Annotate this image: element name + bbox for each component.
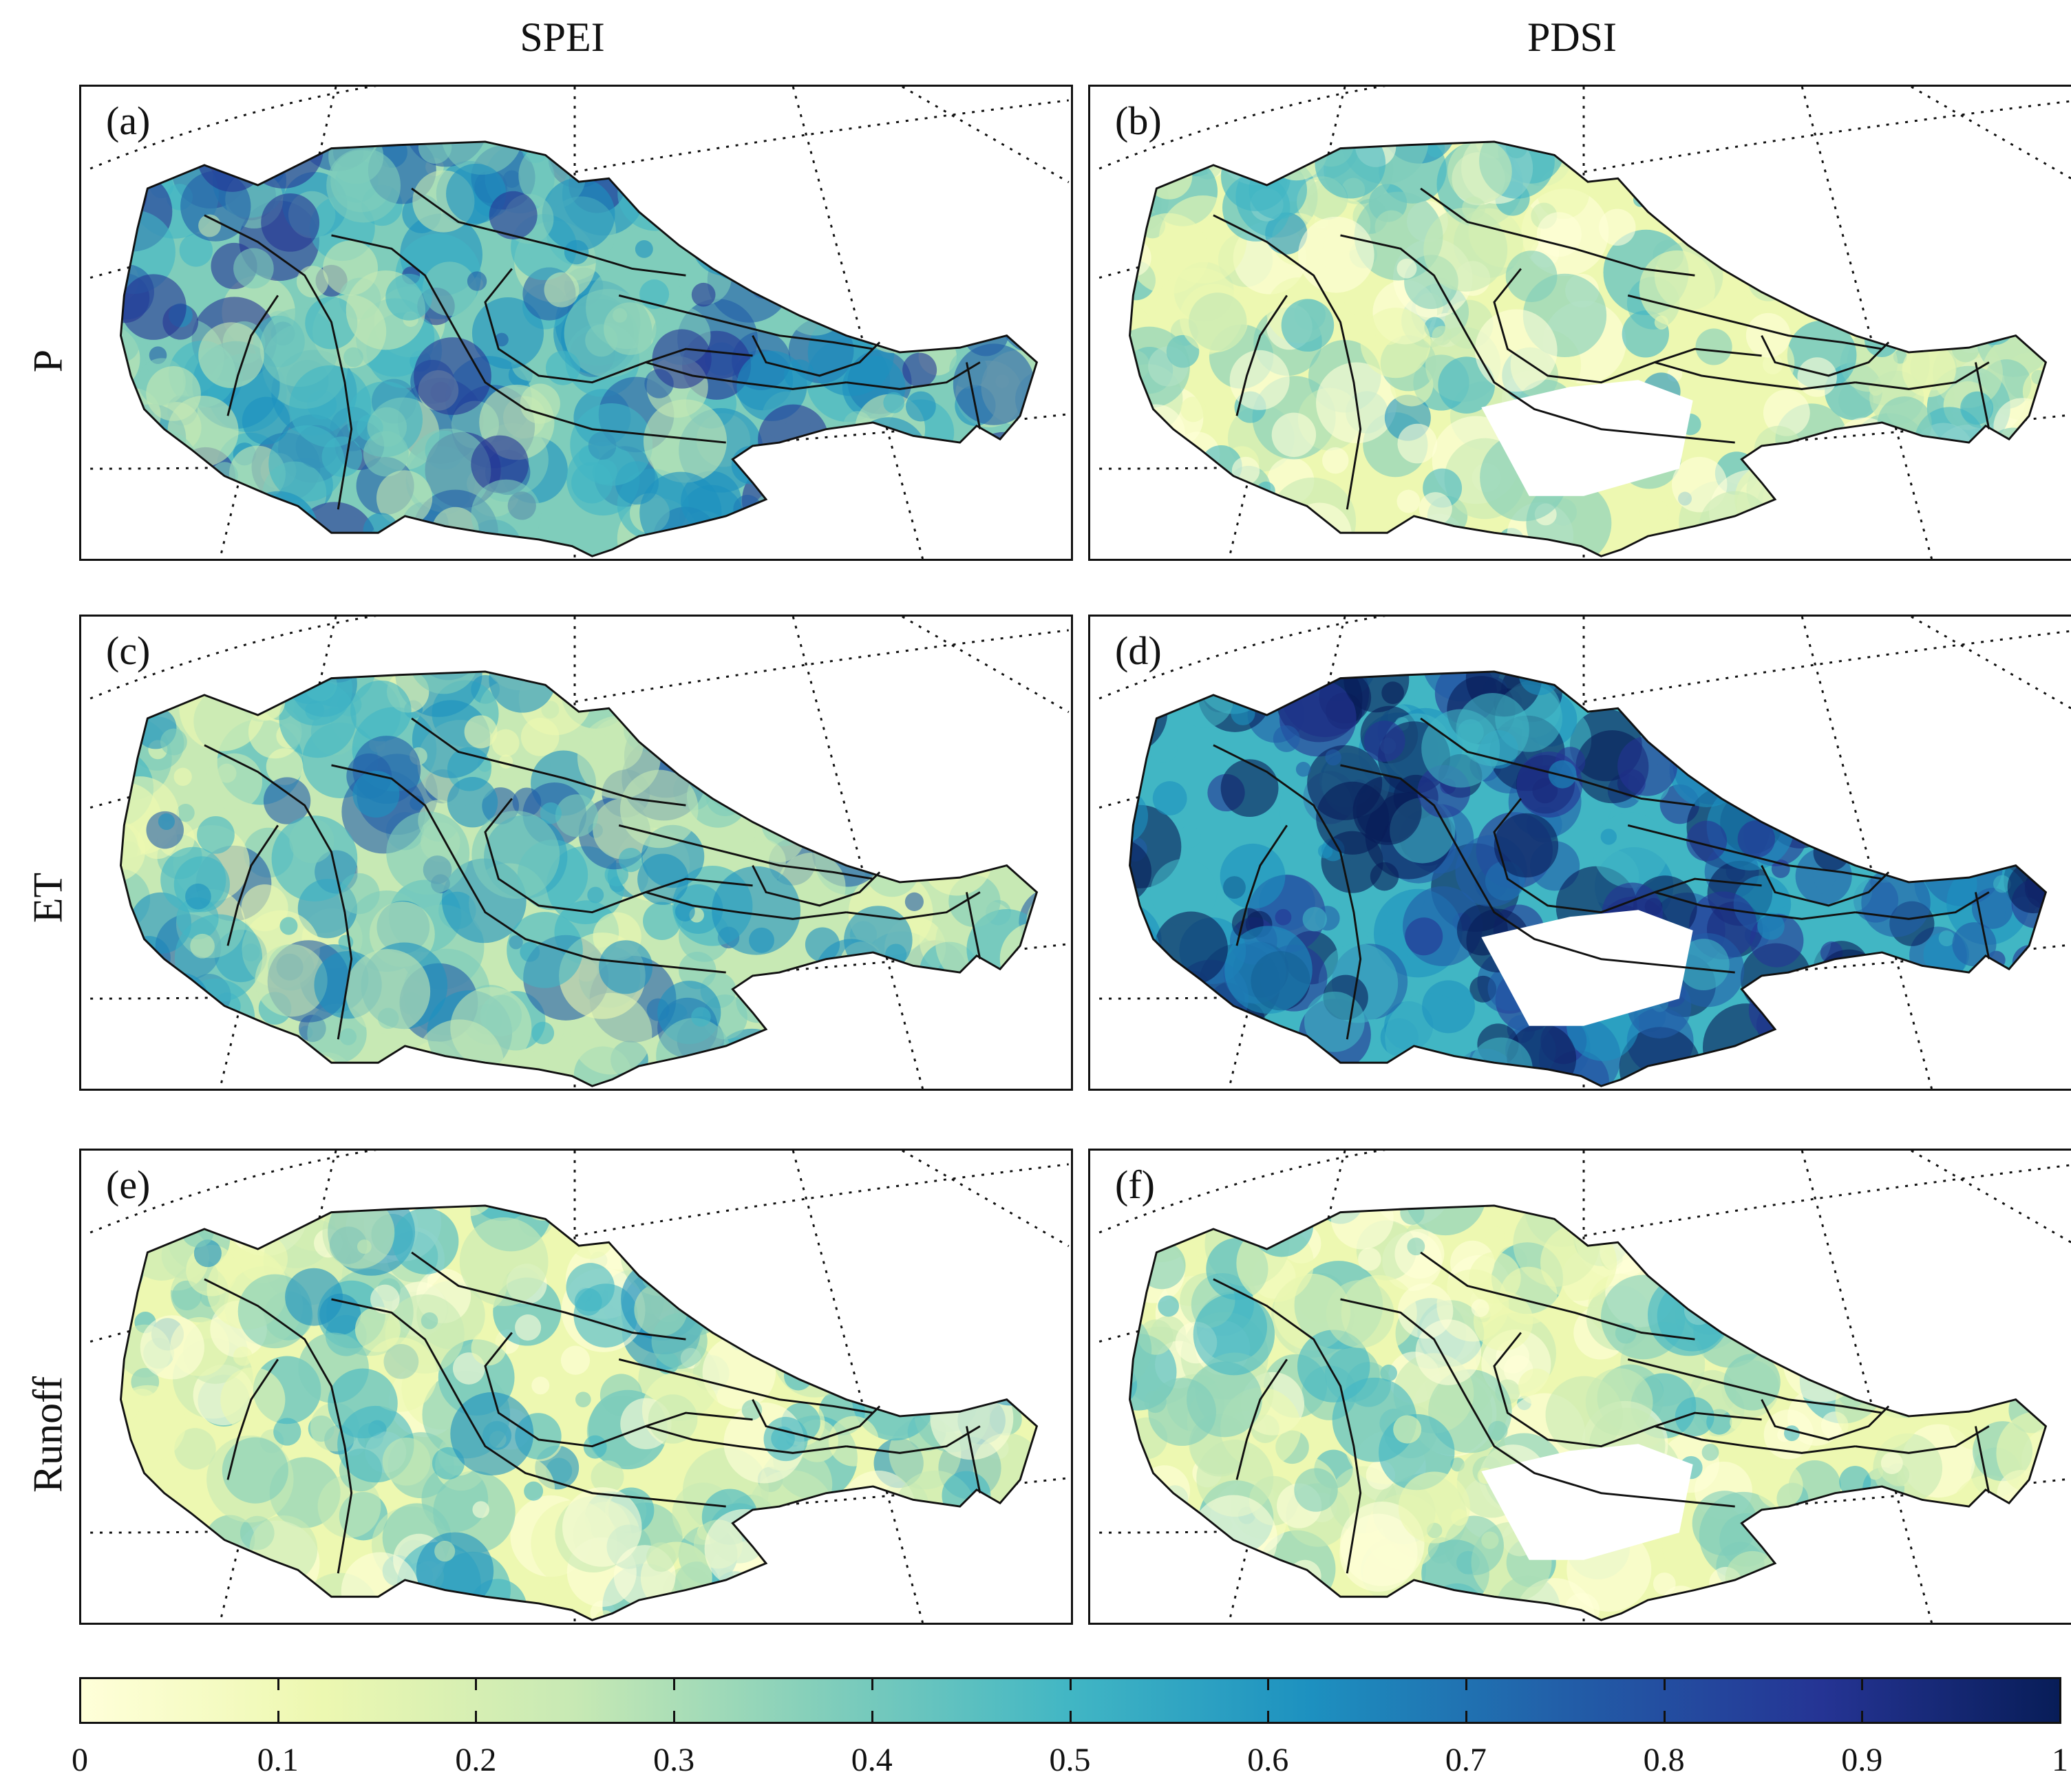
panel-label-e: (e): [106, 1162, 151, 1207]
colorbar-tick-label: 0.7: [1445, 1742, 1487, 1778]
colorbar-tick: [1465, 1711, 1467, 1722]
colorbar-tick: [871, 1679, 873, 1690]
basin-outline: [120, 1204, 1039, 1621]
colorbar-tick: [277, 1679, 279, 1690]
map-f-graphic: [1098, 1151, 2071, 1623]
basin-outline: [1129, 140, 2048, 557]
basin-fill: [1129, 1205, 2046, 1621]
colorbar-tick-label: 1: [2052, 1742, 2068, 1778]
colorbar-tick: [1465, 1679, 1467, 1690]
map-c-graphic: [89, 617, 1070, 1089]
map-panel-f: (f): [1088, 1149, 2071, 1625]
map-d-graphic: [1098, 617, 2071, 1089]
colorbar-tick-label: 0.3: [653, 1742, 695, 1778]
colorbar-tick-label: 0.4: [851, 1742, 893, 1778]
row-title-runoff: Runoff: [25, 1376, 71, 1493]
subbasin-boundaries: [204, 187, 981, 510]
basin-fill: [120, 141, 1037, 557]
colorbar-tick: [1861, 1679, 1864, 1690]
colorbar-tick: [79, 1679, 81, 1690]
colorbar-tick: [79, 1711, 81, 1722]
colorbar-tick: [475, 1711, 478, 1722]
colorbar-tick: [1267, 1679, 1270, 1690]
colorbar-tick-label: 0.5: [1049, 1742, 1091, 1778]
subbasin-boundaries: [204, 717, 981, 1040]
subbasin-boundaries: [1213, 1251, 1990, 1574]
basin-fill: [1129, 671, 2046, 1087]
basin-fill: [120, 1205, 1037, 1621]
map-panel-c: (c): [79, 615, 1073, 1091]
subbasin-boundaries: [1213, 717, 1990, 1040]
colorbar-tick: [1267, 1711, 1270, 1722]
colorbar-tick: [277, 1711, 279, 1722]
panel-label-b: (b): [1115, 98, 1162, 143]
basin-fill: [120, 671, 1037, 1087]
colorbar-tick: [673, 1679, 676, 1690]
colorbar-tick: [1663, 1711, 1666, 1722]
colorbar-tick-label: 0.1: [257, 1742, 299, 1778]
colorbar-tick-label: 0.2: [455, 1742, 497, 1778]
colorbar-tick: [2059, 1711, 2061, 1722]
map-panel-d: (d): [1088, 615, 2071, 1091]
panel-label-d: (d): [1115, 628, 1162, 673]
panel-label-a: (a): [106, 98, 151, 143]
map-a-graphic: [89, 87, 1070, 559]
map-b-graphic: [1098, 87, 2071, 559]
colorbar-tick: [2059, 1679, 2061, 1690]
colorbar-tick: [673, 1711, 676, 1722]
panel-label-f: (f): [1115, 1162, 1155, 1207]
basin-outline: [1129, 670, 2048, 1087]
subbasin-boundaries: [204, 1251, 981, 1574]
subbasin-boundaries: [1213, 187, 1990, 510]
basin-outline: [120, 670, 1039, 1087]
panel-label-c: (c): [106, 628, 151, 673]
map-panel-b: (b): [1088, 85, 2071, 561]
column-title-pdsi: PDSI: [1527, 14, 1617, 60]
row-title-et: ET: [25, 872, 71, 924]
basin-fill: [1129, 141, 2046, 557]
colorbar-tick: [475, 1679, 478, 1690]
map-e-graphic: [89, 1151, 1070, 1623]
colorbar-tick: [871, 1711, 873, 1722]
map-panel-a: (a): [79, 85, 1073, 561]
colorbar-tick: [1069, 1711, 1072, 1722]
colorbar-tick: [1663, 1679, 1666, 1690]
colorbar-tick-label: 0.8: [1643, 1742, 1685, 1778]
column-title-spei: SPEI: [520, 14, 605, 60]
basin-outline: [1129, 1204, 2048, 1621]
basin-outline: [120, 140, 1039, 557]
colorbar-tick: [1861, 1711, 1864, 1722]
row-title-p: P: [25, 349, 71, 373]
map-panel-e: (e): [79, 1149, 1073, 1625]
colorbar-tick-label: 0: [72, 1742, 88, 1778]
colorbar-tick: [1069, 1679, 1072, 1690]
colorbar-tick-label: 0.9: [1841, 1742, 1883, 1778]
colorbar-tick-label: 0.6: [1247, 1742, 1289, 1778]
